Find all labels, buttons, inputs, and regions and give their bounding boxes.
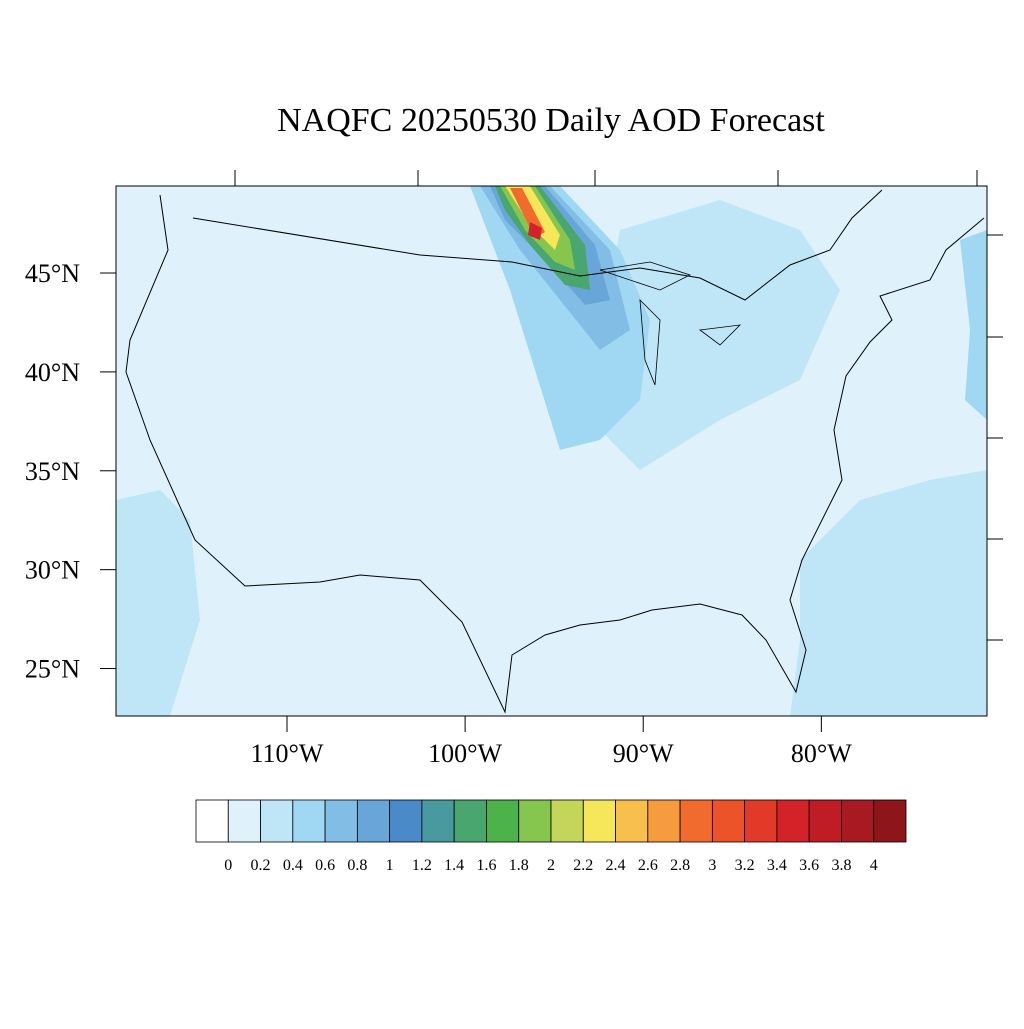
colorbar-box (453, 799, 487, 843)
colorbar-label: 2.4 (606, 857, 626, 874)
colorbar-label: 4 (870, 857, 878, 874)
colorbar-label: 1.6 (476, 857, 496, 874)
colorbar-box (550, 799, 584, 843)
colorbar-box (292, 799, 326, 843)
field-patch (600, 200, 840, 470)
colorbar-label: 0.2 (251, 857, 271, 874)
colorbar-box (195, 799, 229, 843)
colorbar-box (486, 799, 520, 843)
field-patch (528, 222, 542, 240)
map-frame (115, 185, 988, 717)
great-lakes (599, 261, 742, 386)
field-patch (116, 490, 200, 716)
colorbar-label: 3.2 (735, 857, 755, 874)
colorbar-label: 3.4 (767, 857, 787, 874)
colorbar-label: 0 (224, 857, 232, 874)
lat-tick-label: 30°N (25, 556, 80, 585)
map-title: NAQFC 20250530 Daily AOD Forecast (277, 102, 825, 139)
colorbar-box (873, 799, 907, 843)
colorbar-label: 2 (547, 857, 555, 874)
outer-ticks (234, 170, 1003, 641)
colorbar-label: 1 (386, 857, 394, 874)
colorbar-box (744, 799, 778, 843)
colorbar-box (711, 799, 746, 843)
lon-tick-label: 90°W (613, 739, 674, 768)
colorbar-box (260, 799, 294, 843)
colorbar-label: 1.8 (509, 857, 529, 874)
colorbar-label: 0.8 (347, 857, 367, 874)
colorbar-label: 3 (708, 857, 716, 874)
lat-tick-label: 45°N (25, 259, 80, 288)
lat-tick-label: 40°N (25, 358, 80, 387)
colorbar-label: 3.8 (831, 857, 851, 874)
colorbar-box (389, 799, 423, 843)
field-patch (960, 230, 987, 420)
colorbar-box (356, 799, 391, 843)
colorbar-box (518, 799, 552, 843)
colorbar-box (582, 799, 616, 843)
colorbar-box (615, 799, 649, 843)
lat-tick-label: 25°N (25, 655, 80, 684)
colorbar-box (647, 799, 681, 843)
colorbar-box (324, 799, 358, 843)
colorbar-label: 0.6 (315, 857, 335, 874)
colorbar-label: 2.2 (573, 857, 593, 874)
colorbar-label: 0.4 (283, 857, 303, 874)
lon-tick-label: 110°W (251, 739, 324, 768)
colorbar-box (776, 799, 810, 843)
colorbar-label: 2.8 (670, 857, 690, 874)
field-patch (790, 470, 987, 716)
colorbar-label: 3.6 (799, 857, 819, 874)
lon-tick-label: 100°W (428, 739, 502, 768)
lat-tick-label: 35°N (25, 457, 80, 486)
colorbar-box (227, 799, 261, 843)
map-field (116, 186, 987, 716)
colorbar-label: 1.2 (412, 857, 432, 874)
coastline (125, 189, 985, 714)
colorbar-box (679, 799, 713, 843)
colorbar-label: 2.6 (638, 857, 658, 874)
colorbar-box (841, 799, 875, 843)
lon-tick-label: 80°W (791, 739, 852, 768)
colorbar-box (808, 799, 842, 843)
colorbar-label: 1.4 (444, 857, 464, 874)
colorbar-box (421, 799, 455, 843)
